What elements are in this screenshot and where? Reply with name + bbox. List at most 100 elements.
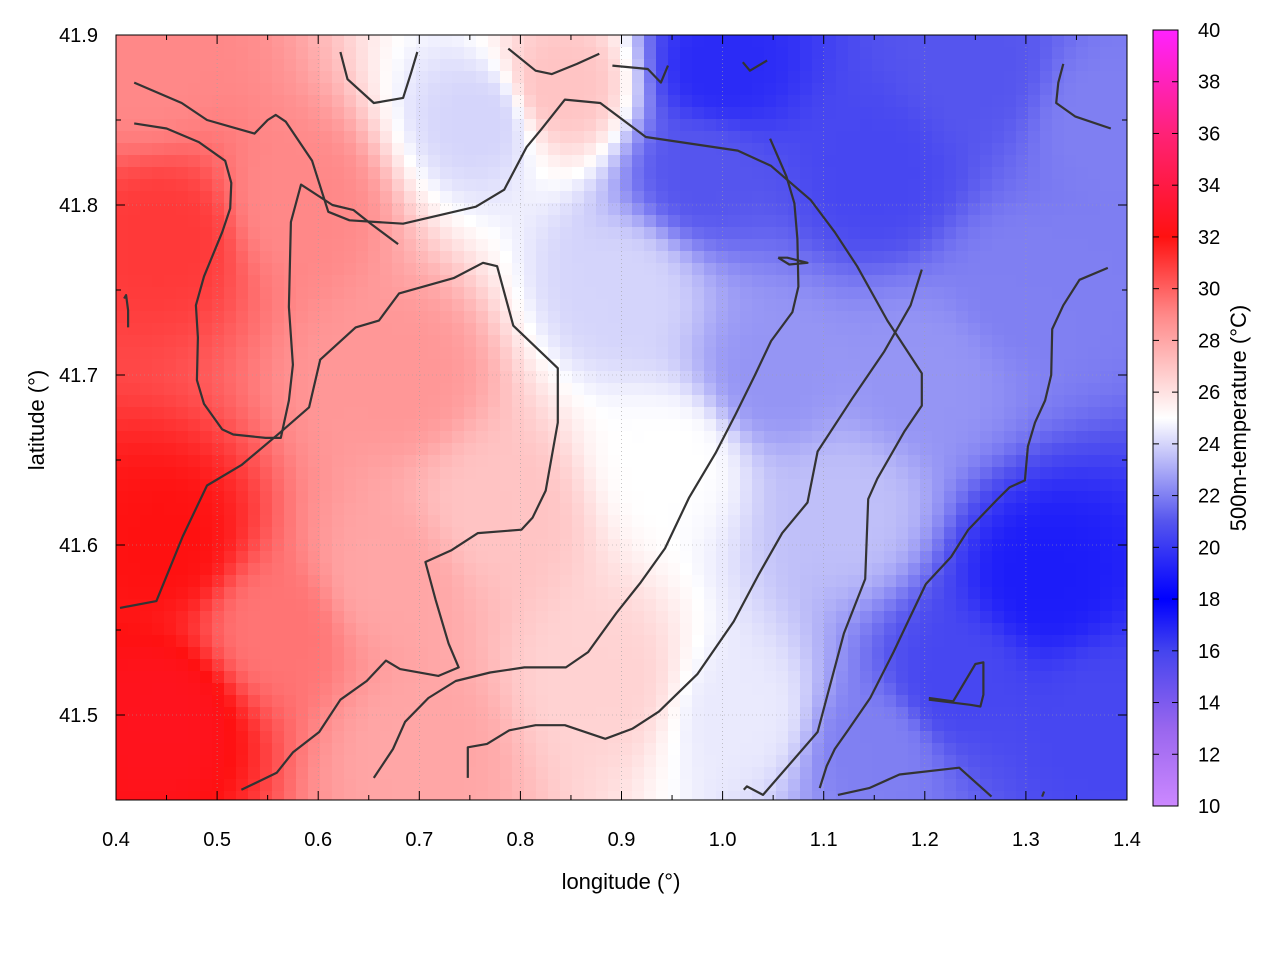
heatmap-cell <box>560 695 573 708</box>
heatmap-cell <box>296 215 309 228</box>
heatmap-cell <box>1040 551 1053 564</box>
heatmap-cell <box>764 107 777 120</box>
heatmap-cell <box>128 335 141 348</box>
heatmap-cell <box>680 479 693 492</box>
heatmap-cell <box>500 131 513 144</box>
heatmap-cell <box>860 467 873 480</box>
heatmap-cell <box>920 59 933 72</box>
heatmap-cell <box>1100 83 1113 96</box>
heatmap-cell <box>140 347 153 360</box>
heatmap-cell <box>728 503 741 516</box>
heatmap-cell <box>1016 131 1029 144</box>
heatmap-cell <box>560 107 573 120</box>
heatmap-cell <box>224 59 237 72</box>
heatmap-cell <box>1112 551 1125 564</box>
heatmap-cell <box>248 59 261 72</box>
heatmap-cell <box>272 275 285 288</box>
heatmap-cell <box>1040 311 1053 324</box>
heatmap-cell <box>1076 671 1089 684</box>
heatmap-cell <box>368 287 381 300</box>
heatmap-cell <box>416 335 429 348</box>
heatmap-cell <box>356 563 369 576</box>
heatmap-cell <box>452 731 465 744</box>
heatmap-cell <box>452 239 465 252</box>
heatmap-cell <box>800 683 813 696</box>
heatmap-cell <box>176 539 189 552</box>
heatmap-cell <box>644 455 657 468</box>
heatmap-cell <box>680 539 693 552</box>
heatmap-cell <box>692 671 705 684</box>
heatmap-cell <box>500 263 513 276</box>
heatmap-cell <box>752 239 765 252</box>
heatmap-cell <box>1076 323 1089 336</box>
heatmap-cell <box>932 575 945 588</box>
heatmap-cell <box>1088 611 1101 624</box>
heatmap-cell <box>548 467 561 480</box>
heatmap-cell <box>464 479 477 492</box>
heatmap-cell <box>1112 275 1125 288</box>
heatmap-cell <box>692 71 705 84</box>
heatmap-cell <box>440 599 453 612</box>
heatmap-cell <box>716 383 729 396</box>
heatmap-cell <box>860 95 873 108</box>
heatmap-cell <box>860 239 873 252</box>
heatmap-cell <box>512 215 525 228</box>
heatmap-cell <box>596 647 609 660</box>
heatmap-cell <box>428 671 441 684</box>
heatmap-cell <box>404 311 417 324</box>
heatmap-cell <box>548 203 561 216</box>
heatmap-cell <box>392 251 405 264</box>
heatmap-cell <box>800 179 813 192</box>
heatmap-cell <box>704 275 717 288</box>
heatmap-cell <box>416 131 429 144</box>
heatmap-cell <box>548 251 561 264</box>
heatmap-cell <box>224 551 237 564</box>
heatmap-cell <box>332 131 345 144</box>
heatmap-cell <box>488 719 501 732</box>
heatmap-cell <box>620 35 633 48</box>
heatmap-cell <box>848 515 861 528</box>
heatmap-cell <box>284 563 297 576</box>
heatmap-cell <box>608 35 621 48</box>
heatmap-cell <box>236 695 249 708</box>
heatmap-cell <box>1076 539 1089 552</box>
heatmap-cell <box>176 359 189 372</box>
heatmap-cell <box>200 611 213 624</box>
heatmap-cell <box>164 575 177 588</box>
heatmap-cell <box>200 371 213 384</box>
heatmap-cell <box>512 443 525 456</box>
heatmap-cell <box>116 479 129 492</box>
heatmap-cell <box>620 551 633 564</box>
heatmap-cell <box>584 587 597 600</box>
heatmap-cell <box>452 119 465 132</box>
heatmap-cell <box>1088 539 1101 552</box>
heatmap-cell <box>800 419 813 432</box>
heatmap-cell <box>1004 635 1017 648</box>
heatmap-cell <box>920 647 933 660</box>
heatmap-cell <box>896 191 909 204</box>
heatmap-cell <box>968 371 981 384</box>
heatmap-cell <box>608 83 621 96</box>
heatmap-cell <box>620 503 633 516</box>
heatmap-cell <box>848 431 861 444</box>
heatmap-cell <box>920 707 933 720</box>
heatmap-cell <box>1076 359 1089 372</box>
heatmap-cell <box>752 203 765 216</box>
heatmap-cell <box>692 119 705 132</box>
heatmap-cell <box>1100 407 1113 420</box>
heatmap-cell <box>368 527 381 540</box>
heatmap-cell <box>224 707 237 720</box>
heatmap-cell <box>1124 155 1127 168</box>
heatmap-cell <box>764 311 777 324</box>
heatmap-cell <box>296 443 309 456</box>
heatmap-cell <box>620 263 633 276</box>
heatmap-cell <box>680 95 693 108</box>
heatmap-cell <box>1064 167 1077 180</box>
heatmap-cell <box>272 551 285 564</box>
heatmap-cell <box>824 203 837 216</box>
heatmap-cell <box>632 143 645 156</box>
heatmap-cell <box>176 431 189 444</box>
heatmap-cell <box>608 383 621 396</box>
heatmap-cell <box>752 455 765 468</box>
heatmap-cell <box>896 479 909 492</box>
